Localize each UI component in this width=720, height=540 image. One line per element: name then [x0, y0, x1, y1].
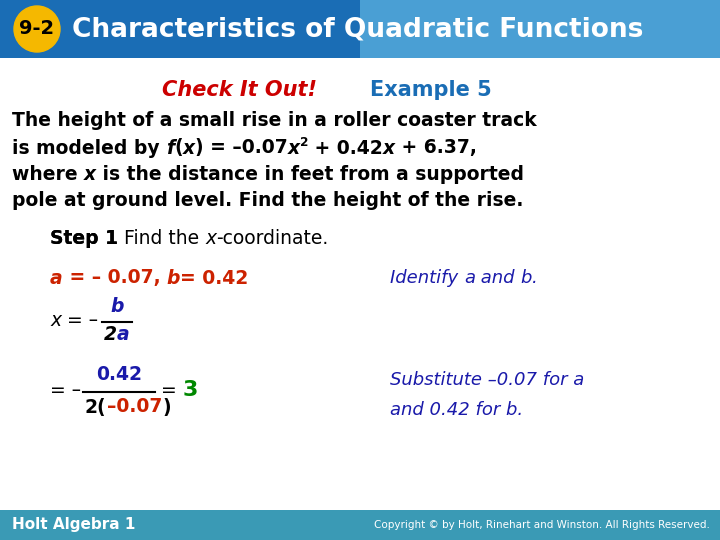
Text: 2(: 2( — [85, 397, 107, 416]
Text: Check It Out!: Check It Out! — [163, 80, 318, 100]
Text: Example 5: Example 5 — [370, 80, 492, 100]
Text: a: a — [117, 325, 130, 343]
Text: x: x — [84, 165, 96, 184]
Text: Find the: Find the — [118, 228, 205, 247]
Text: Substitute –0.07 for a: Substitute –0.07 for a — [390, 371, 584, 389]
Text: ) = –0.07: ) = –0.07 — [195, 138, 288, 158]
Text: = –: = – — [50, 381, 81, 400]
Text: + 0.42: + 0.42 — [308, 138, 383, 158]
Text: =: = — [161, 381, 183, 400]
Text: Identify: Identify — [390, 269, 464, 287]
Text: -coordinate.: -coordinate. — [216, 228, 328, 247]
Text: Step 1: Step 1 — [50, 228, 118, 247]
Text: Copyright © by Holt, Rinehart and Winston. All Rights Reserved.: Copyright © by Holt, Rinehart and Winsto… — [374, 520, 710, 530]
Text: Step 1: Step 1 — [50, 228, 118, 247]
Text: is the distance in feet from a supported: is the distance in feet from a supported — [96, 165, 524, 184]
Text: 2: 2 — [300, 137, 308, 150]
Text: a: a — [464, 269, 475, 287]
Bar — [0, 0, 360, 58]
Text: x: x — [383, 138, 395, 158]
Text: b: b — [167, 268, 180, 287]
Text: 0.42: 0.42 — [96, 366, 142, 384]
Text: x: x — [205, 228, 216, 247]
Text: Holt Algebra 1: Holt Algebra 1 — [12, 517, 135, 532]
Text: pole at ground level. Find the height of the rise.: pole at ground level. Find the height of… — [12, 191, 523, 210]
Text: .: . — [531, 269, 537, 287]
Text: = 0.42: = 0.42 — [180, 268, 248, 287]
Text: is modeled by: is modeled by — [12, 138, 166, 158]
Text: The height of a small rise in a roller coaster track: The height of a small rise in a roller c… — [12, 111, 536, 130]
Text: where: where — [12, 165, 84, 184]
Text: = –: = – — [61, 310, 98, 329]
Bar — [360, 0, 720, 58]
Text: x: x — [50, 310, 61, 329]
Text: 2: 2 — [104, 325, 117, 343]
Text: (: ( — [174, 138, 183, 158]
Text: and 0.42 for b.: and 0.42 for b. — [390, 401, 523, 419]
Text: and: and — [475, 269, 520, 287]
Circle shape — [14, 6, 60, 52]
Text: ): ) — [162, 397, 171, 416]
Text: 9-2: 9-2 — [19, 19, 55, 38]
Text: –0.07: –0.07 — [107, 397, 162, 416]
Text: + 6.37,: + 6.37, — [395, 138, 477, 158]
Text: = – 0.07,: = – 0.07, — [63, 268, 161, 287]
Bar — [0, 510, 720, 540]
Text: a: a — [50, 268, 63, 287]
Text: x: x — [183, 138, 195, 158]
Text: b: b — [110, 298, 124, 316]
Text: b: b — [520, 269, 531, 287]
Text: Characteristics of Quadratic Functions: Characteristics of Quadratic Functions — [72, 16, 644, 42]
Text: f: f — [166, 138, 174, 158]
Text: 3: 3 — [183, 380, 198, 400]
Text: x: x — [288, 138, 300, 158]
